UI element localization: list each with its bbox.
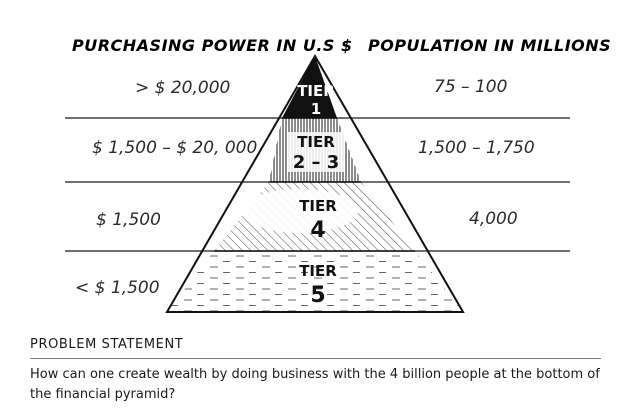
population-header: POPULATION IN MILLIONS	[368, 36, 611, 55]
tier-2-3-purchasing-power: $ 1,500 – $ 20, 000	[92, 138, 257, 158]
tier-1-population: 75 – 100	[434, 77, 507, 97]
tier-5-word: TIER	[299, 262, 337, 280]
problem-statement-text: How can one create wealth by doing busin…	[30, 367, 600, 402]
tier-2-3-label-backdrop	[288, 132, 344, 172]
tier-2-3-number: 2 – 3	[293, 152, 340, 173]
problem-statement-heading: PROBLEM STATEMENT	[30, 337, 184, 352]
tier-1-purchasing-power: > $ 20,000	[135, 78, 230, 98]
tier-4-highlight	[242, 189, 358, 233]
tier-4-population: 4,000	[469, 209, 518, 229]
pyramid-outline	[165, 54, 465, 313]
purchasing-power-header: PURCHASING POWER IN U.S $	[72, 36, 353, 55]
tier-2-3-word: TIER	[297, 133, 335, 151]
tier-4-purchasing-power: $ 1,500	[96, 210, 161, 230]
tier-4-number: 4	[310, 218, 325, 243]
tier-1-band	[282, 56, 337, 118]
section-divider	[30, 358, 601, 359]
tier-5-number: 5	[310, 283, 325, 308]
tier-1-word: TIER	[297, 82, 335, 100]
tier-2-3-population: 1,500 – 1,750	[418, 138, 535, 158]
tier-5-band	[167, 251, 463, 312]
tier-4-word: TIER	[299, 197, 337, 215]
tier-pyramid-diagram: PURCHASING POWER IN U.S $ POPULATION IN …	[65, 36, 611, 313]
tier-1-number: 1	[311, 100, 321, 118]
tier-5-purchasing-power: < $ 1,500	[75, 278, 160, 298]
